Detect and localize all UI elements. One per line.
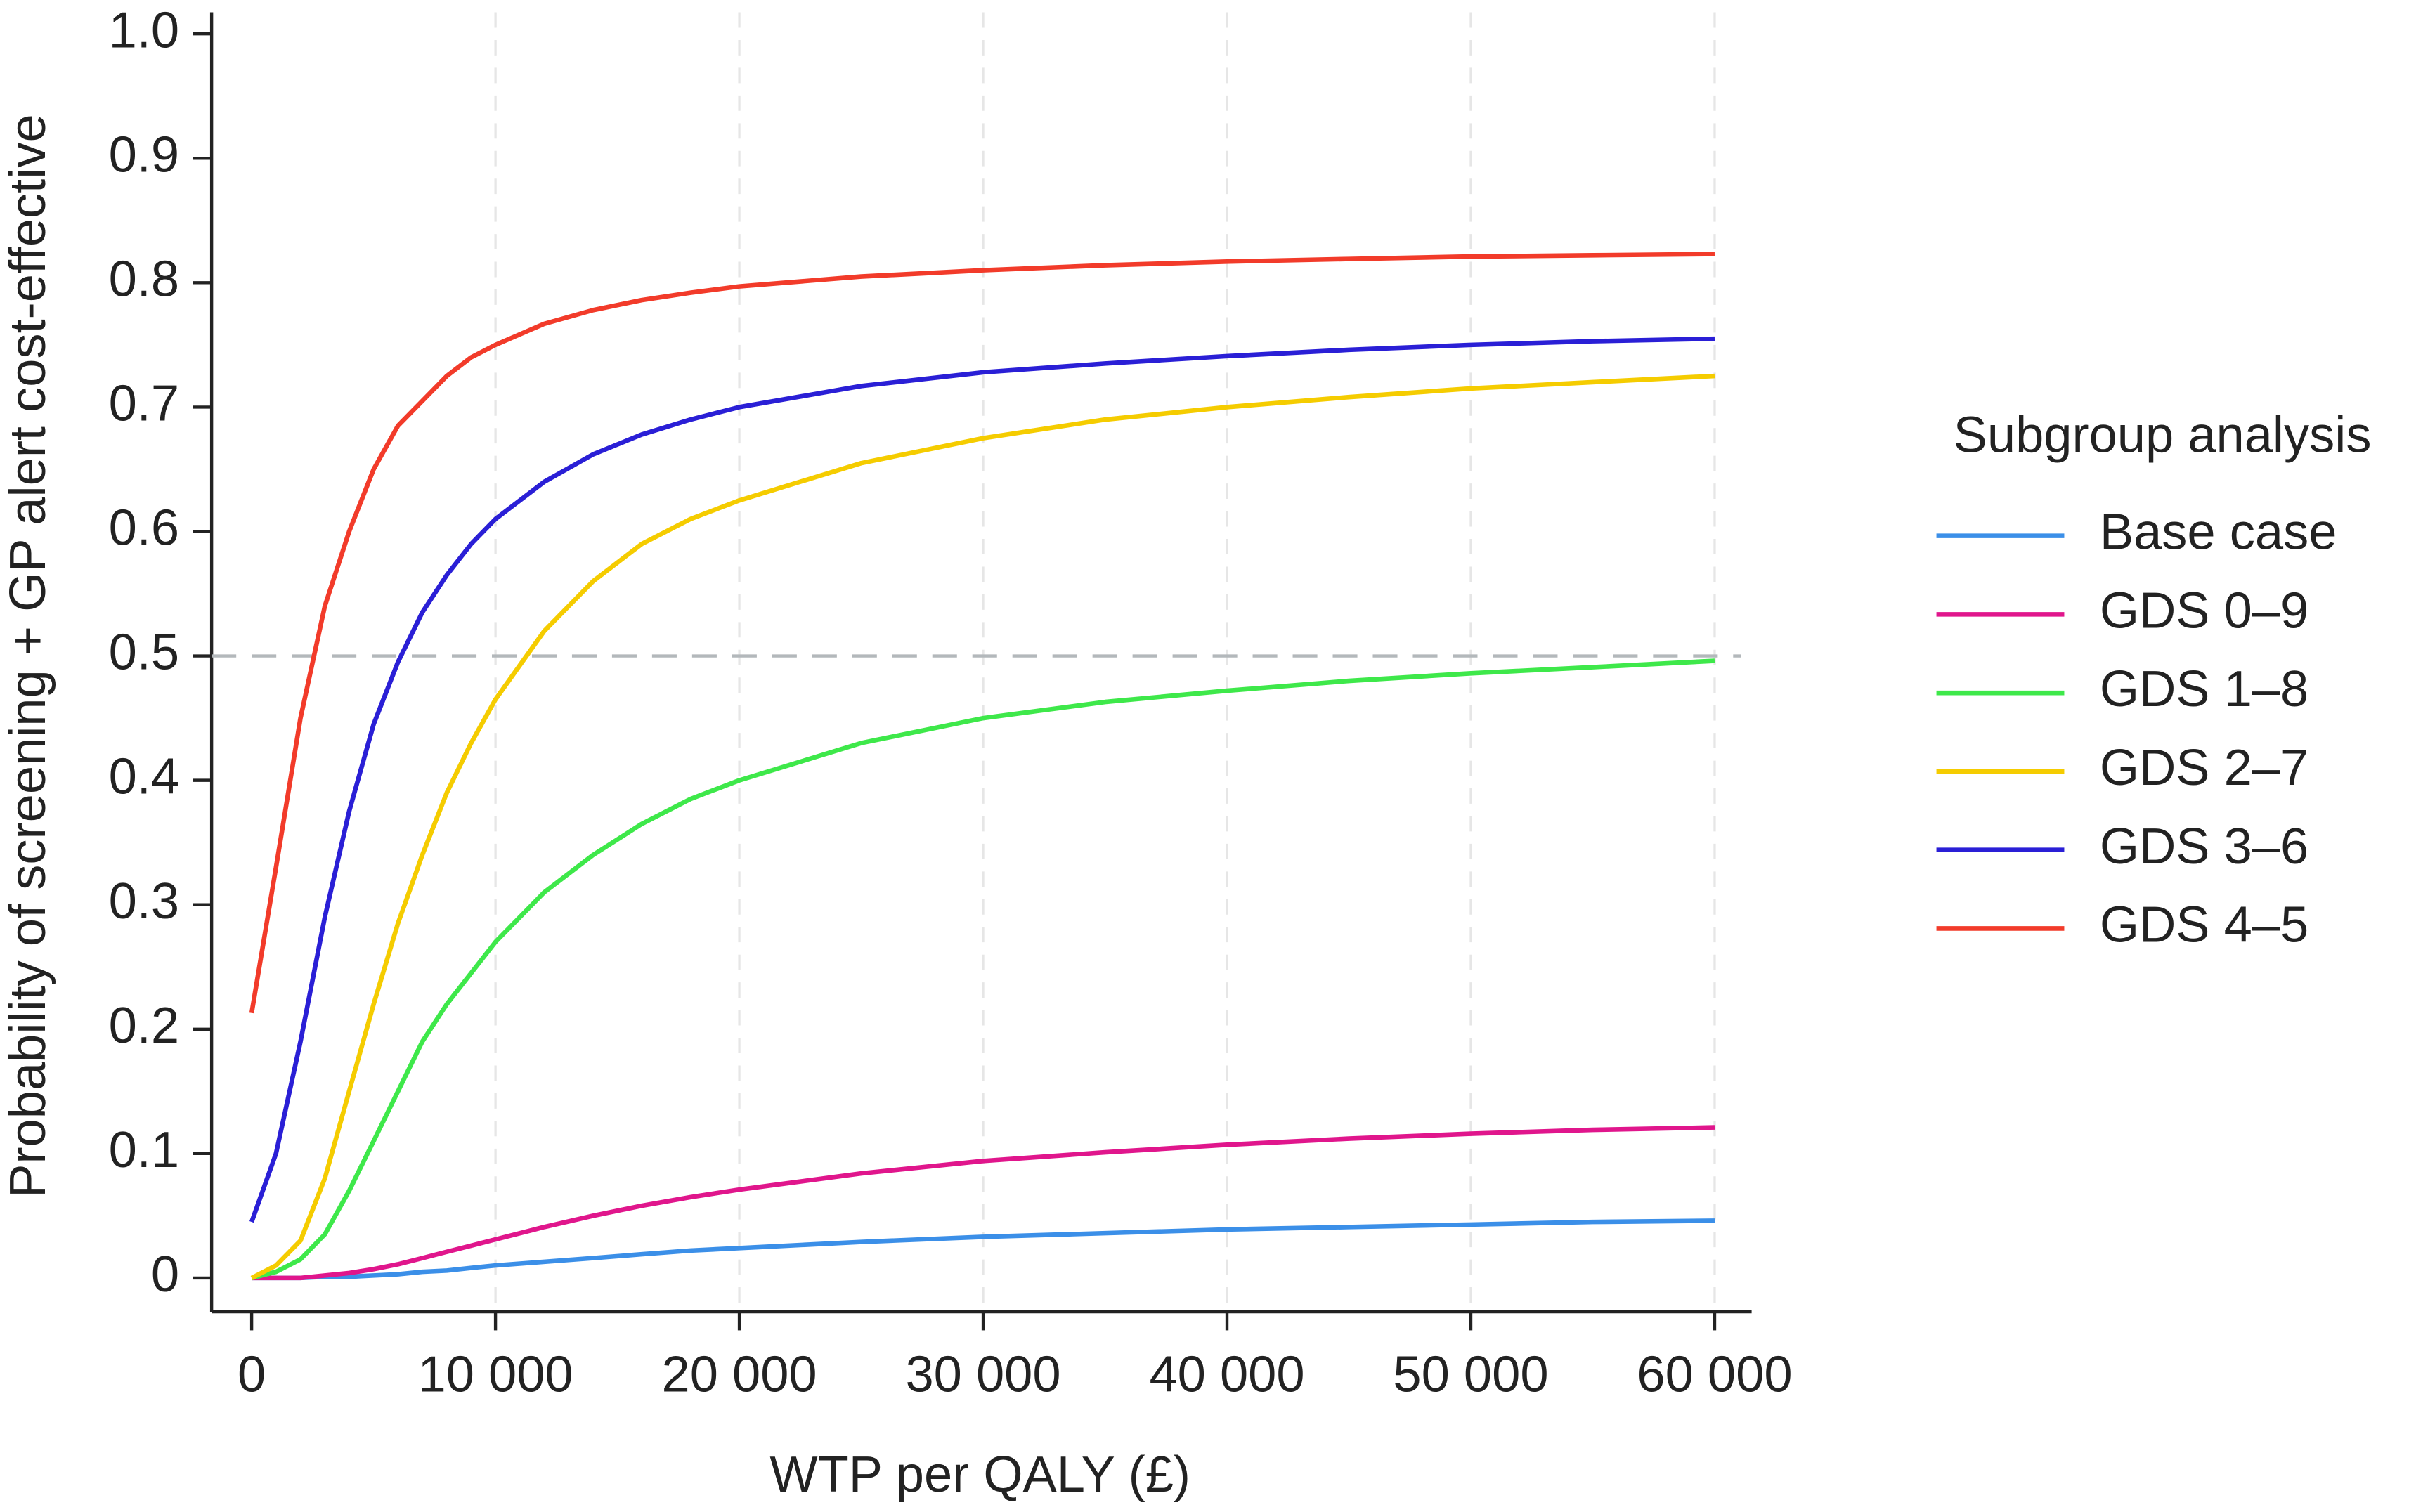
y-tick-label: 0.3 — [109, 873, 180, 930]
legend-label: GDS 4–5 — [2100, 897, 2308, 953]
y-axis-label: Probability of screening + GP alert cost… — [0, 114, 56, 1197]
y-tick-label: 0.1 — [109, 1122, 180, 1178]
legend-label: GDS 0–9 — [2100, 582, 2308, 639]
legend-title: Subgroup analysis — [1954, 408, 2372, 464]
x-tick-label: 0 — [238, 1346, 266, 1402]
y-tick-label: 0.8 — [109, 251, 180, 307]
data-line — [249, 252, 1715, 1014]
y-tick-label: 1.0 — [109, 2, 180, 58]
y-tick-label: 0 — [151, 1246, 179, 1303]
y-tick-label: 0.5 — [109, 625, 180, 681]
x-axis-label: WTP per QALY (£) — [769, 1447, 1190, 1503]
x-tick-label: 30 000 — [905, 1346, 1060, 1402]
x-tick-label: 10 000 — [418, 1346, 573, 1402]
data-line — [250, 373, 1715, 1280]
data-line — [252, 1125, 1715, 1281]
data-line — [251, 658, 1715, 1281]
x-tick-label: 20 000 — [661, 1346, 817, 1402]
y-tick-label: 0.7 — [109, 376, 180, 432]
legend-label: Base case — [2100, 504, 2337, 561]
legend-label: GDS 2–7 — [2100, 740, 2308, 796]
x-tick-label: 40 000 — [1149, 1346, 1304, 1402]
y-tick-label: 0.2 — [109, 998, 180, 1054]
y-tick-label: 0.4 — [109, 749, 180, 805]
data-line — [252, 1218, 1715, 1281]
y-tick-label: 0.9 — [109, 126, 180, 183]
legend-label: GDS 3–6 — [2100, 819, 2308, 875]
y-tick-label: 0.6 — [109, 500, 180, 556]
legend-label: GDS 1–8 — [2100, 661, 2308, 717]
data-line — [249, 336, 1715, 1223]
x-tick-label: 50 000 — [1393, 1346, 1548, 1402]
x-tick-label: 60 000 — [1637, 1346, 1792, 1402]
